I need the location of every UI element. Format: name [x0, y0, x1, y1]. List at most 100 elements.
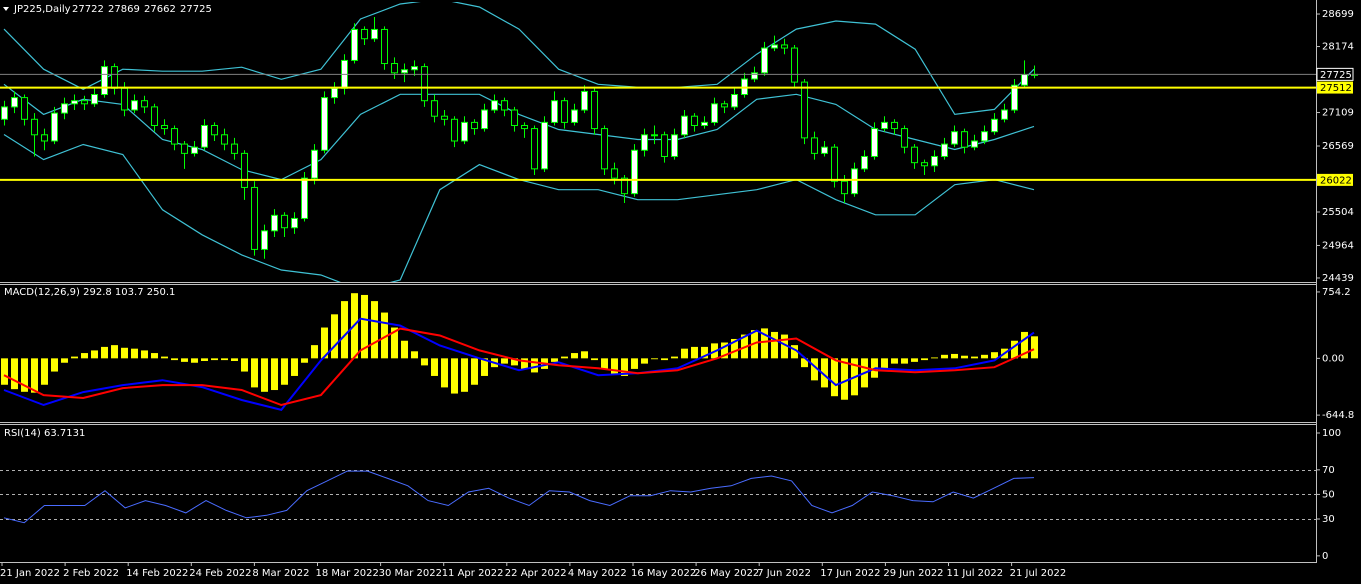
macd-histogram-bar: [421, 358, 428, 366]
x-tick-label: 29 Jun 2022: [883, 568, 943, 579]
candle-body: [331, 87, 338, 99]
candle-body: [251, 186, 258, 250]
candle-body: [481, 109, 488, 130]
macd-line: [3, 317, 1035, 412]
macd-line: [3, 327, 1035, 407]
candle-body: [841, 180, 848, 195]
candle-body: [751, 72, 758, 80]
macd-histogram-bar: [61, 358, 68, 363]
candle-body: [1, 106, 8, 120]
bollinger-upper: [3, 2, 1035, 116]
macd-histogram-bar: [171, 358, 178, 361]
macd-histogram-bar: [371, 301, 378, 359]
candle-body: [691, 115, 698, 126]
candle-body: [781, 44, 788, 49]
macd-histogram-bar: [621, 358, 628, 376]
macd-histogram-bar: [911, 358, 918, 362]
candle-body: [1001, 109, 1008, 120]
symbol-menu-icon[interactable]: [3, 7, 9, 11]
macd-histogram-bar: [391, 327, 398, 359]
candle-body: [351, 28, 358, 61]
x-tick-label: 7 Jun 2022: [757, 568, 811, 579]
candle-body: [231, 143, 238, 154]
macd-histogram-bar: [531, 358, 538, 373]
y-tick-label: 0.00: [1322, 353, 1344, 364]
ohlc-low: 27662: [144, 4, 176, 15]
macd-histogram-bar: [781, 334, 788, 359]
candle-body: [471, 121, 478, 130]
ohlc-close: 27725: [180, 4, 212, 15]
macd-histogram-bar: [961, 355, 968, 359]
candle-body: [981, 131, 988, 142]
macd-histogram-bar: [461, 358, 468, 392]
candle-body: [731, 94, 738, 108]
candle-body: [831, 146, 838, 182]
macd-histogram-bar: [211, 358, 218, 361]
macd-histogram-bar: [941, 354, 948, 359]
macd-histogram-bar: [271, 358, 278, 391]
macd-histogram-bar: [1021, 331, 1028, 359]
macd-histogram-bar: [101, 346, 108, 359]
x-tick-label: 4 May 2022: [568, 568, 627, 579]
macd-histogram-bar: [81, 353, 88, 359]
candle-body: [811, 137, 818, 154]
candle-body: [61, 103, 68, 114]
candle-body: [261, 230, 268, 250]
candle-body: [311, 149, 318, 179]
candle-body: [291, 217, 298, 229]
candle-body: [271, 214, 278, 232]
macd-histogram-bar: [201, 358, 208, 361]
macd-histogram-bar: [1011, 340, 1018, 359]
candle-body: [681, 115, 688, 136]
x-tick-label: 22 Apr 2022: [505, 568, 567, 579]
y-tick-label: 30: [1322, 514, 1335, 525]
y-tick-label: 27109: [1322, 108, 1354, 119]
macd-histogram-bar: [921, 358, 928, 361]
candle-body: [541, 121, 548, 170]
candle-body: [41, 134, 48, 142]
candle-body: [621, 177, 628, 195]
candle-body: [361, 28, 368, 40]
candle-body: [941, 143, 948, 157]
macd-histogram-bar: [251, 358, 258, 388]
candle-body: [111, 66, 118, 89]
macd-histogram-bar: [901, 358, 908, 364]
candle-body: [391, 63, 398, 74]
macd-histogram-bar: [671, 356, 678, 359]
level-price-box: [1317, 81, 1353, 94]
macd-histogram-bar: [991, 352, 998, 359]
macd-histogram-bar: [731, 338, 738, 359]
candle-body: [901, 128, 908, 148]
candle-body: [701, 121, 708, 126]
x-tick-label: 26 May 2022: [694, 568, 759, 579]
candle-body: [501, 100, 508, 111]
x-tick-label: 2 Feb 2022: [63, 568, 119, 579]
macd-histogram-bar: [481, 358, 488, 376]
candle-body: [141, 100, 148, 108]
macd-histogram-bar: [561, 356, 568, 359]
macd-histogram-bar: [71, 356, 78, 359]
macd-histogram-bar: [981, 354, 988, 359]
rsi-title: RSI(14) 63.7131: [4, 428, 85, 439]
candle-body: [801, 81, 808, 139]
macd-histogram-bar: [521, 358, 528, 369]
candle-body: [21, 97, 28, 120]
candle-body: [81, 100, 88, 105]
candle-body: [711, 103, 718, 123]
macd-histogram-bar: [511, 358, 518, 366]
y-tick-label: 24964: [1322, 240, 1354, 251]
candle-body: [531, 128, 538, 170]
x-tick-label: 21 Jan 2022: [0, 568, 60, 579]
macd-histogram-bar: [661, 358, 668, 361]
y-tick-label: 0: [1322, 551, 1328, 562]
candle-body: [511, 109, 518, 126]
candle-body: [91, 94, 98, 105]
current-price-label: 27725: [1320, 70, 1352, 81]
macd-histogram-bar: [791, 345, 798, 359]
y-tick-label: 50: [1322, 489, 1335, 500]
macd-histogram-bar: [841, 358, 848, 400]
candle-body: [641, 134, 648, 151]
chart-title: JP225,Daily: [13, 4, 71, 15]
